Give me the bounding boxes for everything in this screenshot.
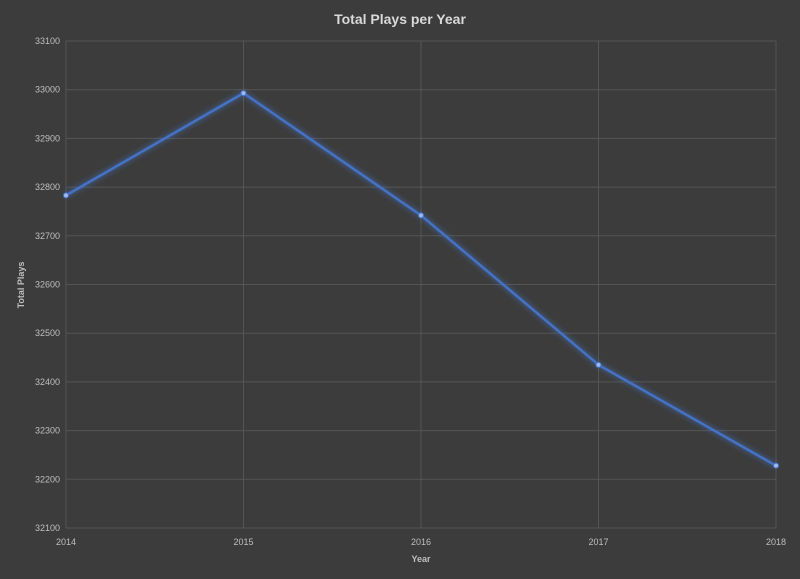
y-tick-label: 32400 — [35, 377, 60, 387]
data-point — [63, 192, 69, 199]
x-axis-ticks: 2014 2015 2016 2017 2018 — [56, 537, 786, 547]
x-axis-title: Year — [411, 554, 431, 564]
y-tick-label: 33000 — [35, 85, 60, 95]
data-point — [240, 90, 247, 97]
y-tick-label: 32900 — [35, 133, 60, 143]
series-layer — [63, 90, 779, 469]
data-point — [418, 212, 424, 219]
y-axis-title: Total Plays — [16, 262, 26, 309]
y-tick-label: 32700 — [35, 231, 60, 241]
data-point — [773, 462, 779, 469]
y-tick-label: 33100 — [35, 36, 60, 46]
y-axis-ticks: 32100 32200 32300 32400 32500 32600 32700 32800… — [35, 36, 60, 533]
y-tick-label: 32800 — [35, 182, 60, 192]
y-tick-label: 32200 — [35, 474, 60, 484]
x-tick-label: 2014 — [56, 537, 76, 547]
y-tick-label: 32100 — [35, 523, 60, 533]
gridlines — [65, 40, 777, 529]
y-tick-label: 32500 — [35, 328, 60, 338]
y-tick-label: 32600 — [35, 280, 60, 290]
data-point — [595, 361, 602, 368]
x-tick-label: 2016 — [411, 537, 431, 547]
x-tick-label: 2017 — [588, 537, 608, 547]
x-tick-label: 2015 — [233, 537, 253, 547]
y-tick-label: 32300 — [35, 426, 60, 436]
x-tick-label: 2018 — [766, 537, 786, 547]
chart-title: Total Plays per Year — [334, 11, 466, 27]
